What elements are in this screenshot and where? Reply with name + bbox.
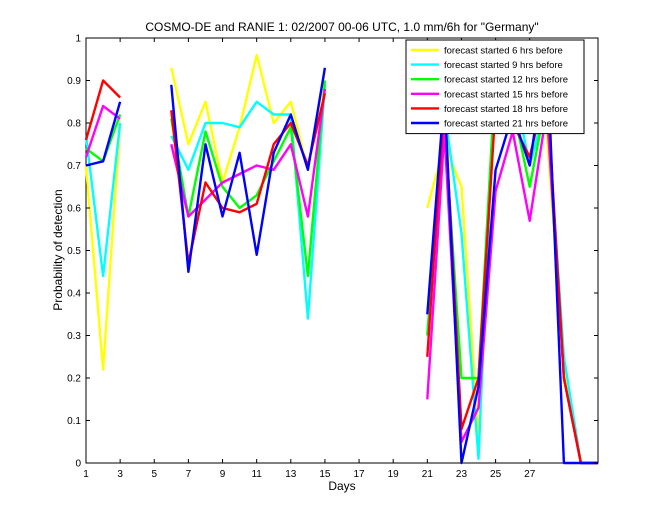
x-axis-label: Days — [328, 479, 355, 493]
x-tick-label: 5 — [151, 469, 157, 480]
legend-box — [405, 39, 585, 135]
y-tick-label: 0.5 — [67, 246, 81, 257]
x-tick-label: 11 — [251, 469, 262, 480]
y-tick-label: 0.2 — [67, 374, 81, 385]
x-tick-label: 7 — [186, 469, 192, 480]
y-tick-label: 0.4 — [67, 289, 81, 300]
x-tick-label: 15 — [319, 469, 331, 480]
x-tick-label: 17 — [354, 469, 366, 480]
legend-entry: forecast started 21 hrs before — [444, 119, 568, 130]
x-tick-label: 9 — [220, 469, 226, 480]
legend-entry: forecast started 18 hrs before — [444, 104, 568, 115]
y-tick-label: 0.6 — [67, 204, 81, 215]
legend-entry: forecast started 15 hrs before — [444, 89, 568, 100]
y-tick-label: 1 — [75, 34, 81, 45]
x-tick-label: 27 — [524, 469, 536, 480]
legend-entry: forecast started 12 hrs before — [444, 75, 568, 86]
x-tick-label: 1 — [83, 469, 89, 480]
x-tick-label: 21 — [422, 469, 434, 480]
y-tick-label: 0 — [75, 459, 81, 470]
y-tick-label: 0.1 — [67, 416, 81, 427]
x-tick-label: 25 — [490, 469, 502, 480]
x-tick-label: 13 — [285, 469, 297, 480]
y-axis-label: Probability of detection — [51, 189, 65, 310]
legend-entry: forecast started 6 hrs before — [444, 46, 563, 57]
x-tick-label: 3 — [117, 469, 123, 480]
y-tick-label: 0.3 — [67, 331, 81, 342]
legend-entry: forecast started 9 hrs before — [444, 60, 563, 71]
legend: forecast started 6 hrs before forecast st… — [405, 39, 585, 135]
y-tick-label: 0.8 — [67, 119, 81, 130]
y-tick-label: 0.9 — [67, 76, 81, 87]
y-tick-label: 0.7 — [67, 161, 81, 172]
x-tick-label: 23 — [456, 469, 468, 480]
x-tick-label: 19 — [388, 469, 400, 480]
chart-title: COSMO-DE and RANIE 1: 02/2007 00-06 UTC,… — [145, 20, 538, 34]
x-axis: 1 3 5 7 9 11 13 15 17 19 21 23 25 27 — [83, 38, 536, 480]
y-axis: 0 0.1 0.2 0.3 0.4 0.5 0.6 0.7 0.8 0.9 1 — [67, 34, 598, 470]
